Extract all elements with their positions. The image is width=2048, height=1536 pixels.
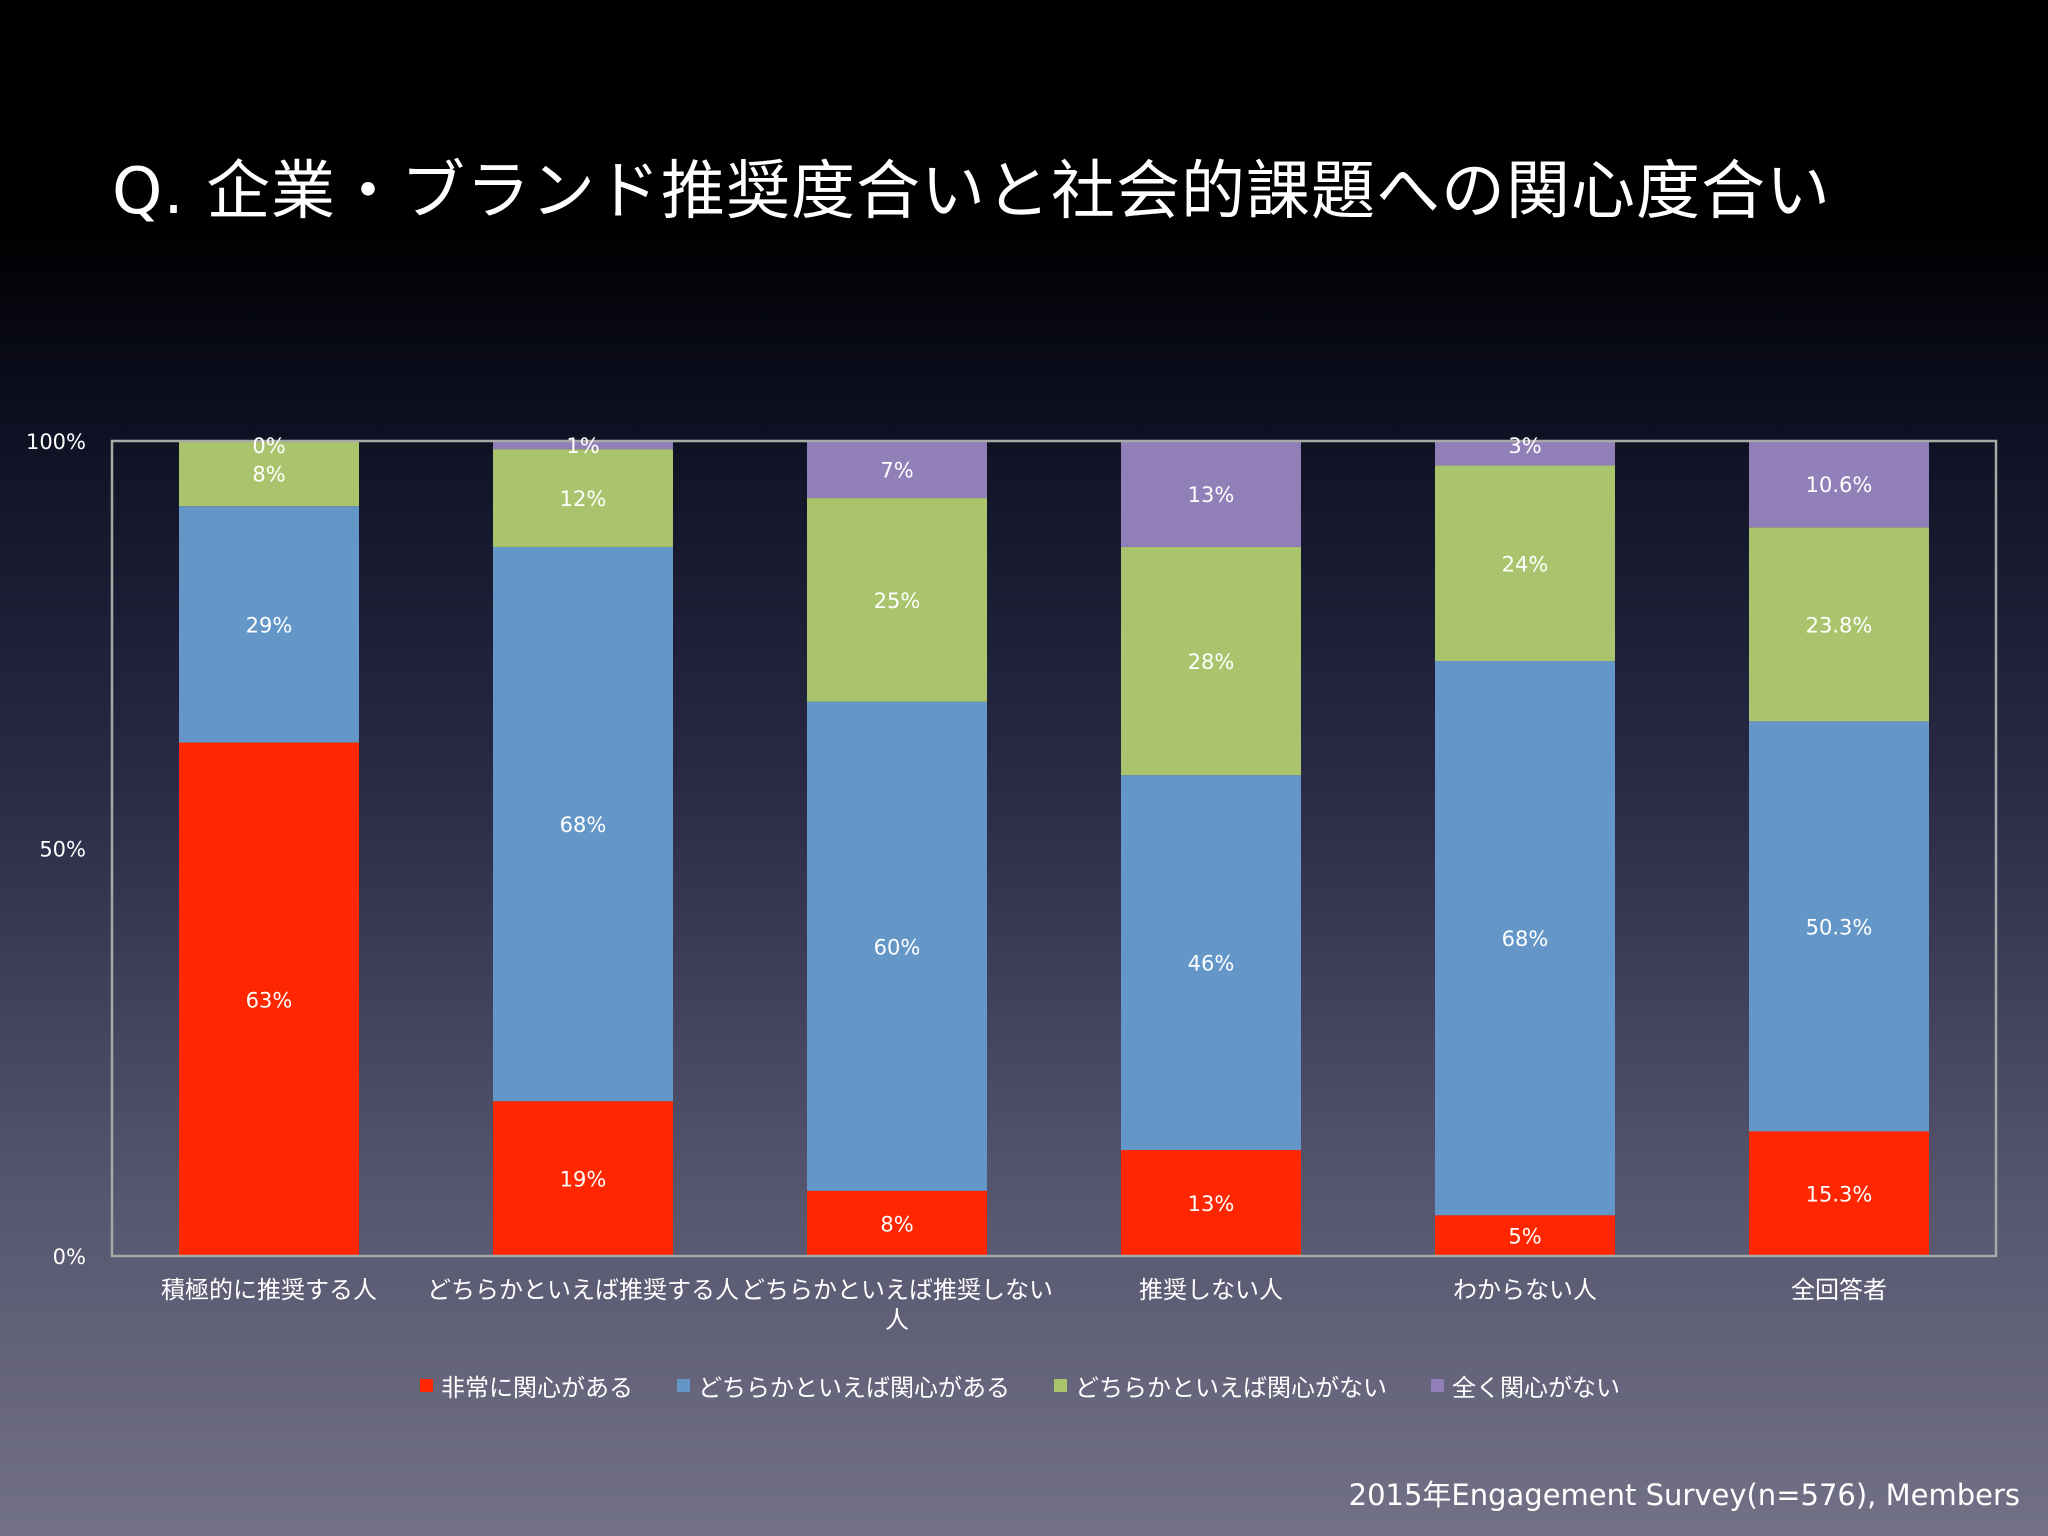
data-label: 0% [252,434,285,458]
bar-segment [807,701,987,1191]
data-label: 12% [560,487,607,511]
bar-segment [493,546,673,1102]
data-label: 60% [874,935,921,959]
data-label: 46% [1188,952,1235,976]
data-label: 13% [1188,483,1235,507]
bar-segment [493,441,673,450]
legend-label: 全く関心がない [1452,1374,1620,1402]
data-label: 8% [252,463,285,487]
data-label: 8% [880,1212,913,1236]
legend-item-blue: どちらかといえば関心がある [677,1368,1010,1403]
bar-segment [493,449,673,547]
y-tick-label: 50% [39,838,86,862]
bar-segment [179,441,359,507]
category-label: どちらかといえば推奨しない人 [741,1276,1053,1334]
source-note: 2015年Engagement Survey(n=576), Members [1348,1478,2020,1512]
category-label-line: 推奨しない人 [1139,1276,1283,1304]
legend-swatch [677,1379,690,1392]
category-label: 積極的に推奨する人 [161,1276,377,1304]
bar-segment [1121,775,1301,1151]
category-label-line: どちらかといえば推奨する人 [427,1276,739,1304]
data-label: 25% [874,589,921,613]
legend-item-red: 非常に関心がある [420,1368,633,1403]
bar-segment [1749,1131,1929,1256]
data-label: 68% [560,813,607,837]
category-label-line: 全回答者 [1791,1276,1887,1304]
bar-segment [807,498,987,702]
legend-swatch [1431,1379,1444,1392]
legend-swatch [1054,1379,1067,1392]
data-label: 23.8% [1806,613,1873,637]
legend-item-purple: 全く関心がない [1431,1368,1620,1403]
bar-segment [1121,441,1301,547]
category-label-line: 積極的に推奨する人 [161,1276,377,1304]
category-label: わからない人 [1453,1276,1597,1304]
legend-item-green: どちらかといえば関心がない [1054,1368,1387,1403]
data-label: 63% [246,988,293,1012]
category-label-line: わからない人 [1453,1276,1597,1304]
slide-title: Q. 企業・ブランド推奨度合いと社会的課題への関心度合い [112,155,1832,229]
bar-segment [807,1190,987,1256]
data-label: 10.6% [1806,473,1873,497]
bar-segment [1435,1215,1615,1256]
bar-segment [179,506,359,743]
stacked-bar-chart: 0% 50% 100% 63% 29% 8% 0% 19% 68% 12% 1% 8% 60% 25% 7… [26,430,1998,1334]
bar-segment [1749,527,1929,722]
data-label: 7% [880,459,913,483]
legend-label: 非常に関心がある [441,1374,633,1402]
bar-segment [1435,465,1615,662]
category-label-line: 人 [885,1306,909,1334]
data-label: 28% [1188,650,1235,674]
chart-legend: 非常に関心がある どちらかといえば関心がある どちらかといえば関心がない 全く関… [420,1368,1620,1403]
bar-segment [1435,441,1615,466]
plot-frame [110,439,1998,1258]
category-label: どちらかといえば推奨する人 [427,1276,739,1304]
bar-segment [1121,546,1301,776]
data-label: 24% [1502,552,1549,576]
category-label-line: どちらかといえば推奨しない [741,1276,1053,1304]
data-label: 15.3% [1806,1183,1873,1207]
bar-segment [179,742,359,1256]
data-label: 13% [1188,1192,1235,1216]
data-label: 50.3% [1806,915,1873,939]
data-label: 3% [1508,434,1541,458]
y-tick-label: 0% [53,1245,86,1269]
data-label: 19% [560,1168,607,1192]
category-label: 全回答者 [1791,1276,1887,1304]
data-label: 29% [246,613,293,637]
legend-label: どちらかといえば関心がある [698,1374,1010,1402]
data-label: 5% [1508,1225,1541,1249]
data-label: 68% [1502,927,1549,951]
data-label: 1% [566,434,599,458]
legend-label: どちらかといえば関心がない [1075,1374,1387,1402]
category-label: 推奨しない人 [1139,1276,1283,1304]
bar-segment [1435,661,1615,1216]
bar-segment [493,1101,673,1256]
bar-segment [1749,721,1929,1132]
bar-segment [1749,441,1929,528]
bar-segment [1121,1150,1301,1256]
legend-swatch [420,1379,433,1392]
y-tick-label: 100% [26,430,86,454]
bar-segment [807,441,987,499]
